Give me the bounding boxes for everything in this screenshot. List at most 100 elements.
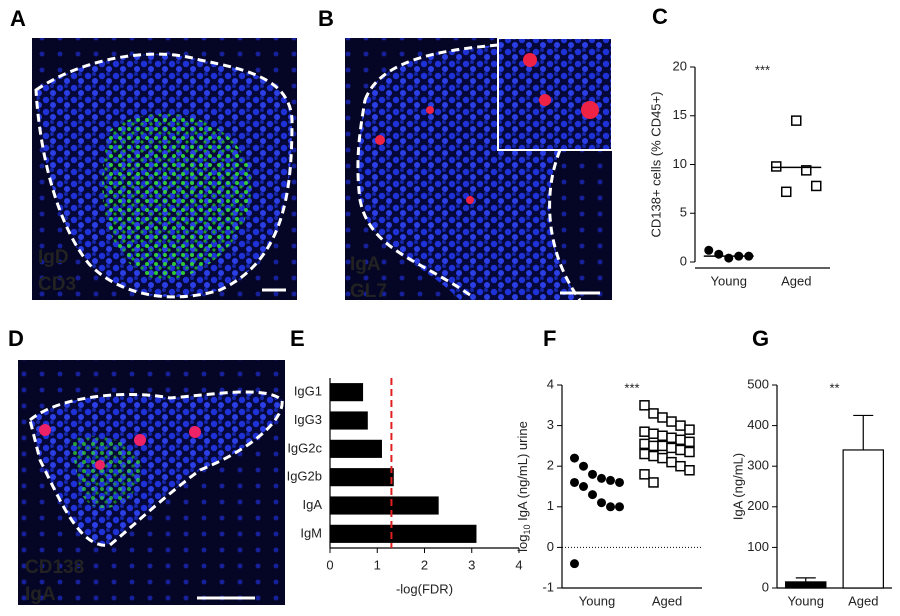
x-tick-label: Aged: [848, 593, 878, 608]
channel-label: IgD: [38, 247, 69, 268]
y-tick-label: 3: [547, 417, 554, 432]
x-tick-label: Young: [579, 593, 615, 608]
point: [648, 440, 659, 452]
panel-letter: F: [543, 326, 556, 351]
y-tick-label: 200: [747, 498, 769, 513]
point: [639, 438, 650, 450]
panel-letter: C: [652, 4, 668, 29]
point: [648, 408, 659, 419]
x-tick-label: 2: [421, 557, 428, 572]
point: [684, 424, 695, 435]
y-tick-label: 300: [747, 458, 769, 473]
bar: [330, 383, 364, 402]
bar: [330, 468, 394, 487]
x-tick-label: Aged: [781, 273, 811, 288]
channel-label: IgA: [25, 584, 56, 605]
point: [639, 448, 650, 460]
point: [657, 440, 668, 452]
x-tick-label: 0: [326, 557, 333, 572]
panel-letter: E: [290, 326, 305, 351]
panel-letter: B: [318, 6, 334, 31]
point: [781, 186, 792, 198]
y-tick-label: 2: [547, 458, 554, 473]
point: [588, 469, 597, 479]
x-tick-label: Young: [711, 273, 747, 288]
y-tick-label: 500: [747, 376, 769, 391]
y-tick-label: 1: [547, 498, 554, 513]
y-axis-label: log10 IgA (ng/mL) urine: [515, 421, 532, 552]
panel-letter: G: [752, 326, 769, 351]
point: [648, 477, 659, 488]
point: [666, 456, 677, 468]
point: [666, 432, 677, 444]
x-tick-label: Young: [788, 593, 824, 608]
point: [684, 465, 695, 476]
channel-label: IgA: [350, 254, 381, 275]
y-tick-label: 15: [673, 107, 687, 122]
bar: [785, 581, 827, 589]
x-tick-label: Aged: [652, 593, 682, 608]
point: [606, 475, 615, 485]
point: [666, 442, 677, 454]
point: [811, 180, 822, 192]
point: [648, 450, 659, 462]
bar: [330, 411, 368, 430]
point: [675, 444, 686, 456]
micrograph-a: [32, 38, 297, 300]
bar: [842, 449, 884, 589]
y-tick-label: 20: [673, 58, 687, 73]
y-tick-label: IgG1: [294, 384, 322, 399]
y-tick-label: IgM: [300, 525, 322, 540]
y-axis-label: CD138+ cells (% CD45+): [648, 92, 663, 238]
point: [724, 253, 734, 263]
channel-label: CD138: [25, 557, 84, 578]
x-tick-label: 3: [468, 557, 475, 572]
y-tick-label: 10: [673, 156, 687, 171]
point: [648, 428, 659, 439]
y-tick-label: IgG2b: [287, 469, 322, 484]
y-axis-label: IgA (ng/mL): [730, 453, 745, 520]
point: [570, 453, 579, 463]
point: [714, 249, 724, 259]
point: [639, 426, 650, 437]
point: [579, 482, 588, 491]
point: [588, 490, 597, 500]
y-tick-label: 5: [680, 205, 687, 220]
point: [657, 452, 668, 464]
y-axis-label-part: IgA (ng/mL) urine: [515, 421, 530, 524]
point: [639, 400, 650, 411]
y-axis-label-part: log: [515, 534, 530, 551]
point: [570, 559, 579, 569]
point: [704, 245, 714, 255]
point: [657, 430, 668, 441]
y-tick-label: IgA: [302, 497, 322, 512]
bar: [330, 524, 477, 543]
panel-letter: A: [10, 6, 26, 31]
micrograph-d: [18, 360, 285, 605]
channel-label: CD3: [38, 274, 76, 295]
y-tick-label: 0: [680, 253, 687, 268]
point: [675, 420, 686, 431]
point: [666, 416, 677, 427]
significance: ***: [624, 380, 639, 395]
panel-letter: D: [8, 326, 24, 351]
point: [606, 502, 615, 512]
x-axis-label: -log(FDR): [396, 581, 453, 596]
y-tick-label: IgG2c: [287, 440, 322, 455]
point: [657, 412, 668, 423]
point: [579, 461, 588, 471]
point: [615, 477, 624, 487]
point: [791, 115, 802, 126]
point: [570, 477, 579, 487]
y-tick-label: 0: [762, 579, 769, 594]
point: [684, 436, 695, 448]
point: [675, 434, 686, 446]
y-tick-label: 100: [747, 539, 769, 554]
point: [771, 161, 782, 172]
y-tick-label: 4: [547, 376, 554, 391]
channel-label: GL7: [350, 281, 387, 302]
y-tick-label: 0: [547, 539, 554, 554]
point: [684, 446, 695, 458]
x-tick-label: 1: [374, 557, 381, 572]
